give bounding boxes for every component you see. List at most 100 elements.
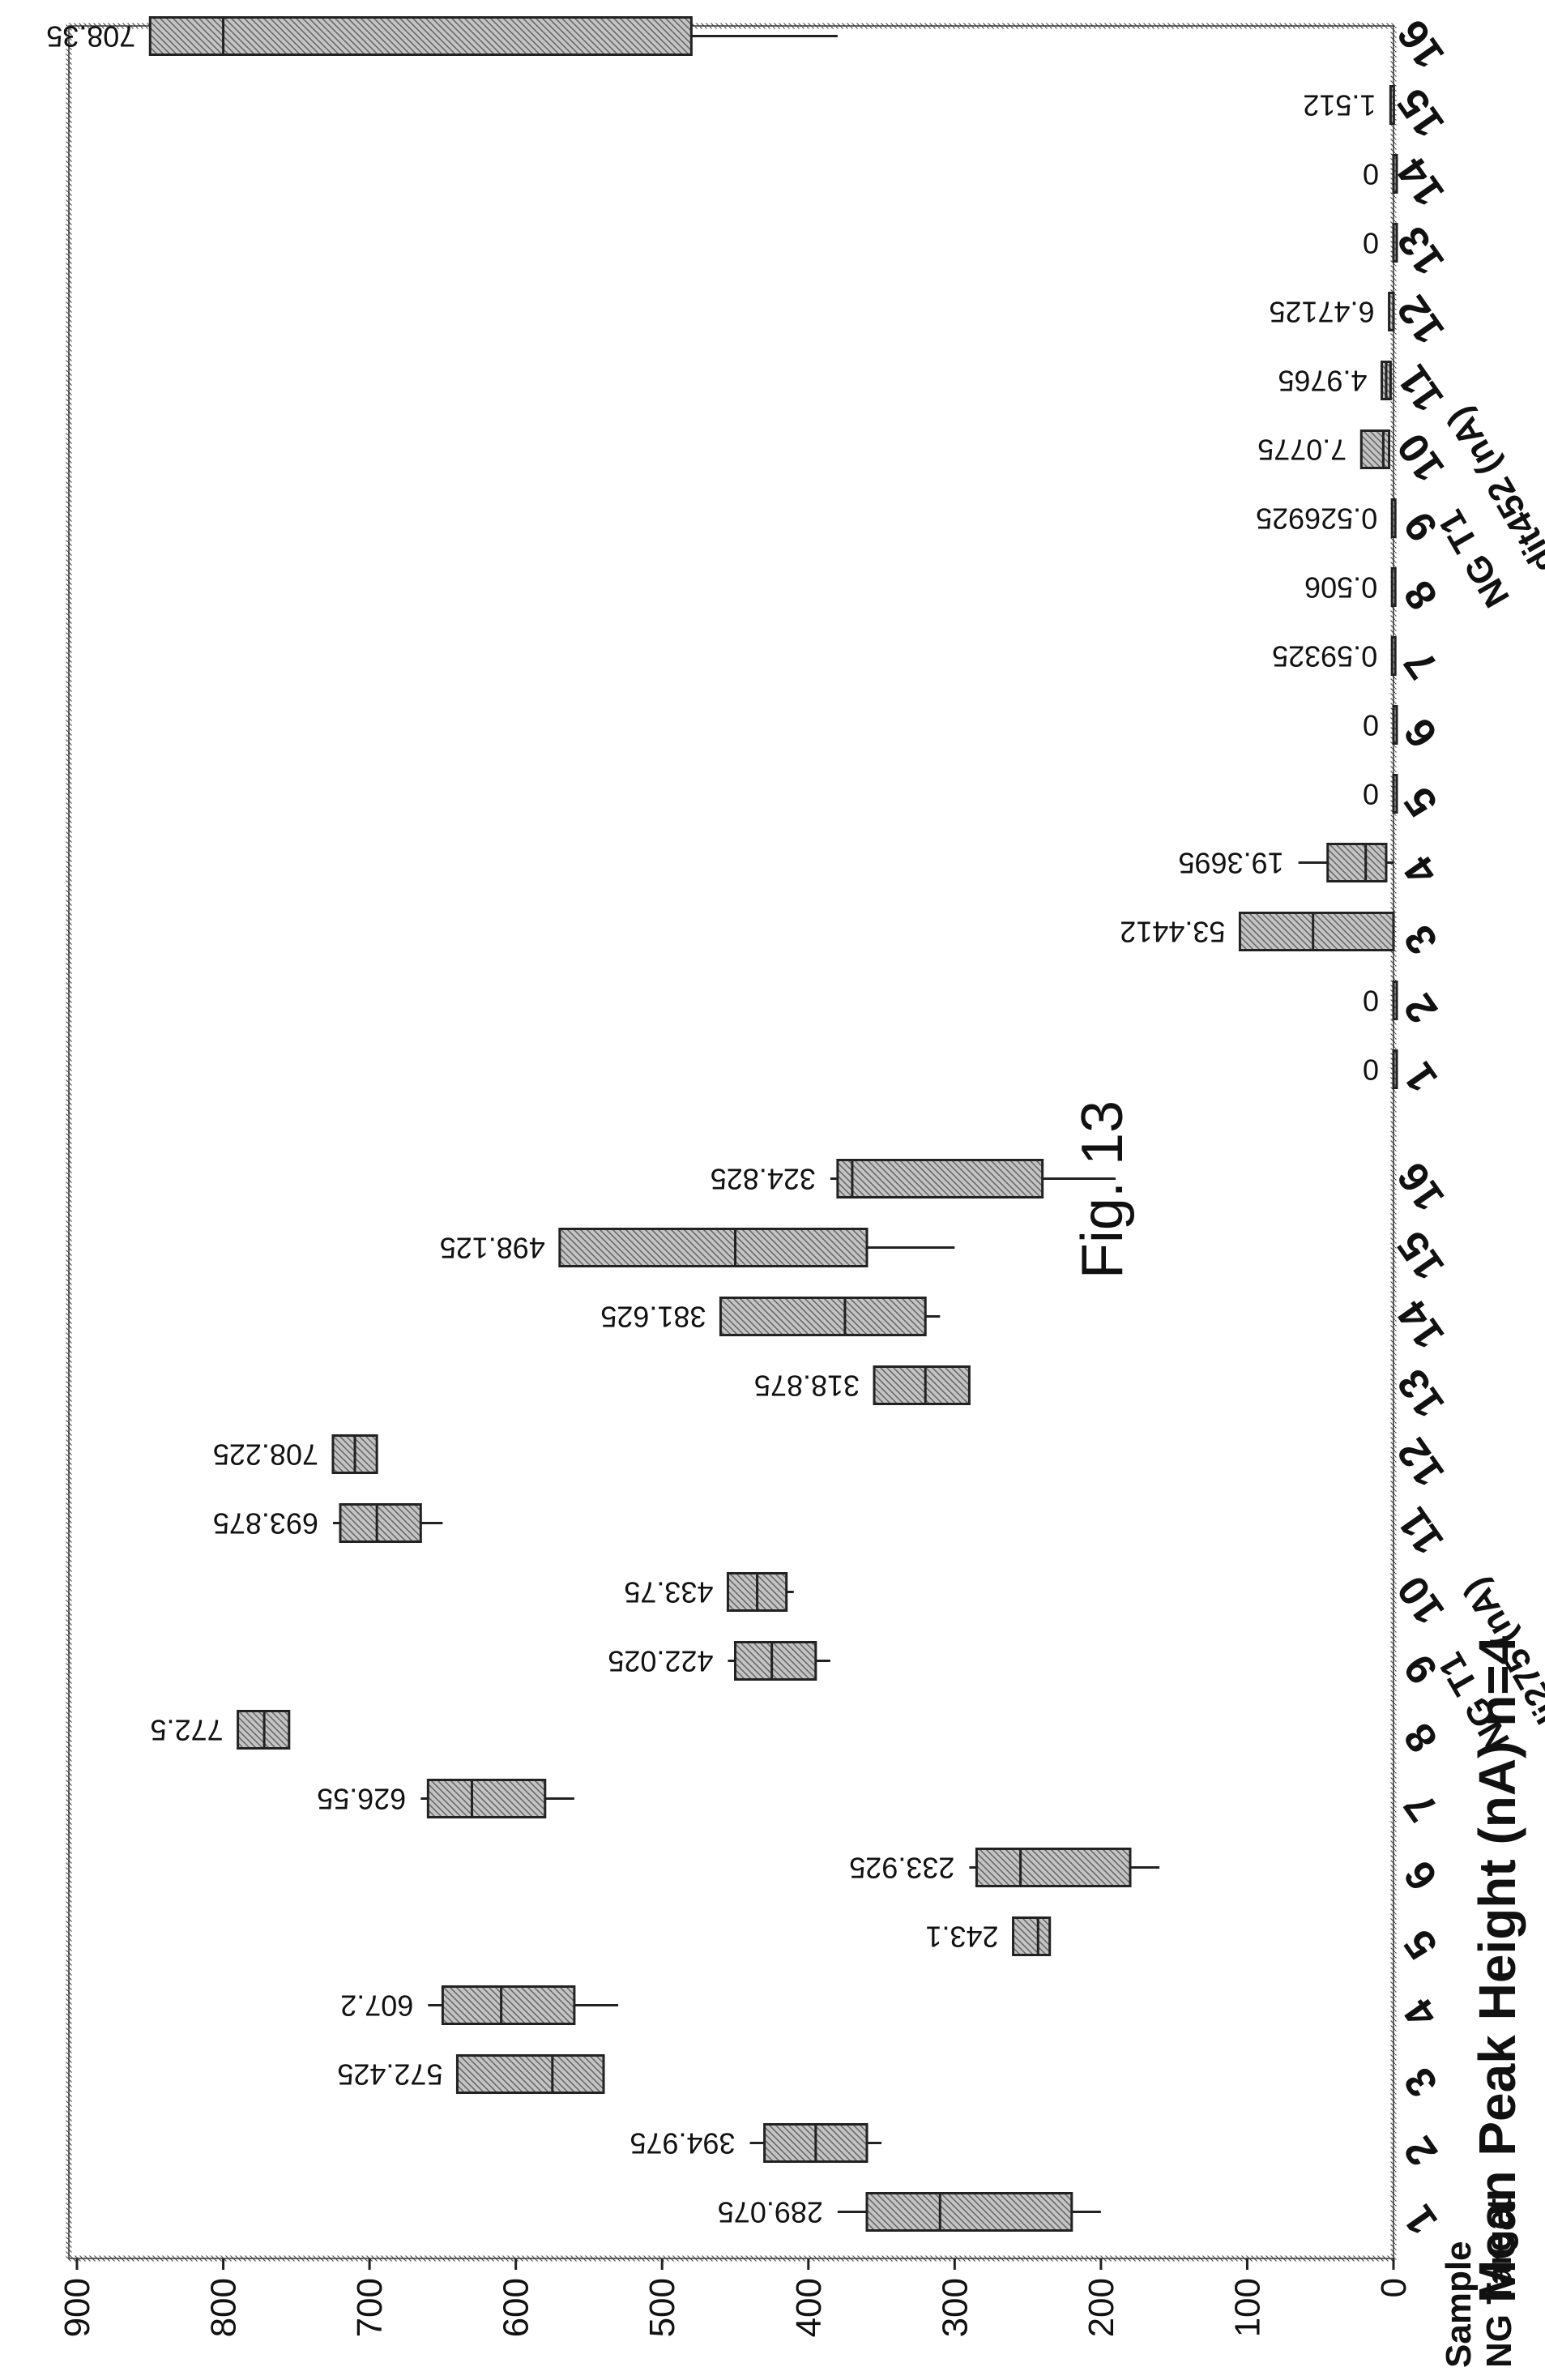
row-label-ng-target: NG Target xyxy=(1479,2198,1519,2368)
value-label: 394.975 xyxy=(630,2127,735,2160)
box xyxy=(719,1297,927,1336)
y-tick-label: 100 xyxy=(1227,2278,1267,2337)
box xyxy=(1392,774,1398,814)
axis-titles: Mean Peak Height (nA) n=4 Sample NG Targ… xyxy=(1439,1635,1526,2368)
box xyxy=(1392,154,1398,194)
value-label: 607.2 xyxy=(340,1989,413,2023)
box xyxy=(1359,429,1391,469)
value-label: 7.0775 xyxy=(1257,434,1347,467)
sample-number: 15 xyxy=(1389,80,1454,146)
value-label: 0 xyxy=(1363,709,1379,742)
value-label: 0 xyxy=(1363,985,1379,1018)
box xyxy=(1388,292,1395,331)
value-label: 626.55 xyxy=(317,1783,406,1816)
sample-number: 11 xyxy=(1389,1499,1453,1562)
value-label: 0 xyxy=(1363,158,1379,191)
sample-number: 1 xyxy=(1395,1054,1447,1100)
y-axis-title: Mean Peak Height (nA) n=4 xyxy=(1468,1635,1526,2303)
value-label: 4.9765 xyxy=(1278,365,1367,398)
sample-number: 3 xyxy=(1395,2059,1447,2105)
sample-number: 6 xyxy=(1395,710,1447,756)
y-axis: 0 100 200 300 400 500 600 700 800 900 xyxy=(58,2258,1414,2337)
sample-number: 11 xyxy=(1389,357,1453,420)
plot-border-inner xyxy=(68,25,1394,2259)
value-label: 6.47125 xyxy=(1269,296,1374,329)
sample-number: 7 xyxy=(1395,641,1447,687)
value-label: 243.1 xyxy=(925,1921,998,1954)
value-label: 708.35 xyxy=(46,20,135,53)
sample-number: 5 xyxy=(1395,1921,1447,1968)
value-label: 324.825 xyxy=(711,1163,816,1196)
box xyxy=(975,1848,1132,1887)
sample-number: 16 xyxy=(1389,11,1454,77)
value-label: 498.125 xyxy=(440,1232,545,1265)
sample-number: 3 xyxy=(1395,917,1447,963)
y-tick-label: 700 xyxy=(350,2278,390,2337)
sample-number: 5 xyxy=(1395,779,1447,825)
sample-number: 10 xyxy=(1389,1567,1454,1633)
value-label: 433.75 xyxy=(624,1576,713,1609)
y-tick-label: 600 xyxy=(497,2278,536,2337)
y-tick-label: 800 xyxy=(204,2278,244,2337)
box xyxy=(1389,85,1395,125)
value-label: 422.025 xyxy=(608,1645,713,1678)
sample-number: 10 xyxy=(1389,425,1454,490)
sample-number: 6 xyxy=(1395,1852,1447,1899)
sample-number: 12 xyxy=(1389,287,1454,353)
boxes xyxy=(148,16,1398,2232)
value-label: 0 xyxy=(1363,1053,1379,1087)
y-tick-label: 0 xyxy=(1374,2278,1414,2297)
box xyxy=(1392,223,1398,263)
box xyxy=(455,2054,605,2094)
y-tick-label: 400 xyxy=(789,2278,829,2337)
box xyxy=(1012,1916,1052,1956)
value-label: 19.3695 xyxy=(1178,847,1283,880)
sample-number: 2 xyxy=(1395,985,1447,1032)
box xyxy=(148,16,693,56)
sample-number: 13 xyxy=(1389,218,1454,284)
box xyxy=(426,1779,547,1818)
sample-number: 14 xyxy=(1389,1292,1454,1357)
value-label: 0.59325 xyxy=(1272,640,1377,673)
box xyxy=(1326,843,1388,882)
box xyxy=(441,1985,576,2025)
sample-number: 16 xyxy=(1389,1154,1454,1220)
value-label: 53.4412 xyxy=(1120,916,1225,949)
box xyxy=(865,2192,1073,2232)
box xyxy=(339,1503,422,1543)
y-tick-label: 300 xyxy=(935,2278,975,2337)
value-label: 233.925 xyxy=(849,1852,954,1885)
value-label: 0 xyxy=(1363,227,1379,260)
box xyxy=(1392,705,1398,745)
value-label: 0.526925 xyxy=(1256,502,1377,536)
value-label: 708.225 xyxy=(213,1438,318,1472)
box xyxy=(1238,912,1395,951)
value-label: 0.506 xyxy=(1304,571,1377,605)
box xyxy=(558,1228,869,1267)
y-tick-label: 900 xyxy=(58,2278,97,2337)
value-label: 572.425 xyxy=(337,2058,442,2092)
sample-number: 15 xyxy=(1389,1223,1454,1288)
sample-number: 1 xyxy=(1395,2197,1447,2243)
box xyxy=(1390,498,1397,538)
sample-number: 4 xyxy=(1395,1990,1447,2036)
sample-number: 14 xyxy=(1389,149,1454,215)
value-label: 772.5 xyxy=(151,1714,224,1747)
box xyxy=(1392,1049,1398,1089)
value-label: 693.875 xyxy=(213,1507,318,1540)
value-label: 289.075 xyxy=(718,2196,823,2229)
value-label: 381.625 xyxy=(600,1301,706,1334)
value-label: 318.875 xyxy=(754,1369,860,1403)
sample-number: 12 xyxy=(1389,1429,1454,1495)
sample-number: 7 xyxy=(1395,1784,1447,1830)
box xyxy=(1390,636,1397,676)
sample-number: 8 xyxy=(1395,572,1447,618)
sample-number: 8 xyxy=(1395,1715,1447,1761)
sample-number: 2 xyxy=(1395,2128,1447,2174)
plot-border xyxy=(66,23,1397,2262)
box xyxy=(873,1365,971,1405)
value-label: 0 xyxy=(1363,778,1379,811)
box xyxy=(1390,567,1397,607)
